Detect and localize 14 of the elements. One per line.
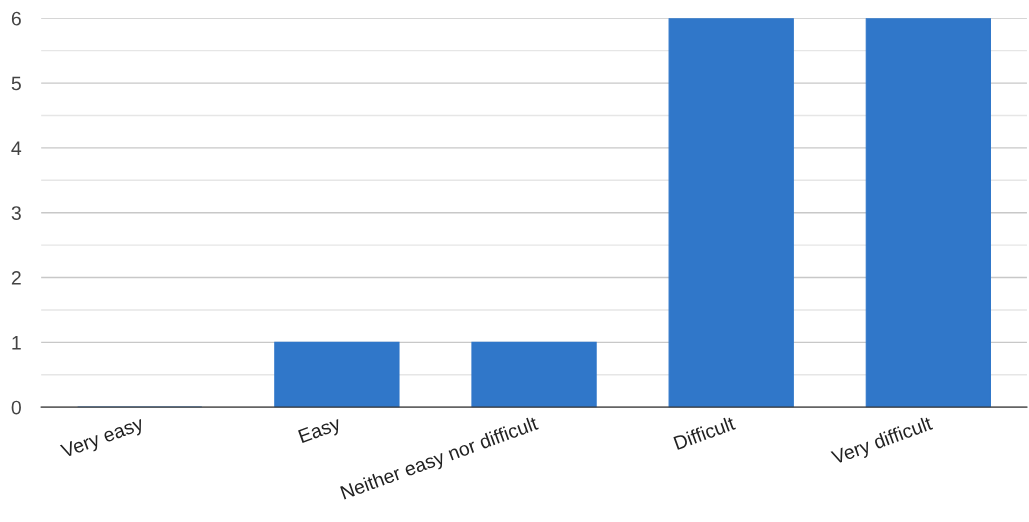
y-tick-label: 3: [11, 206, 21, 220]
y-tick-label: 1: [12, 336, 21, 350]
bar: [668, 18, 794, 408]
bar: [471, 341, 597, 408]
x-tick-label: Very difficult: [830, 415, 935, 469]
bar: [274, 341, 400, 408]
y-tick-label: 5: [11, 76, 21, 91]
y-tick-label: 2: [11, 271, 21, 285]
x-tick-label: Very easy: [59, 416, 146, 462]
x-tick-label: Difficult: [673, 415, 736, 451]
y-tick-label: 0: [11, 400, 21, 415]
y-tick-label: 6: [11, 11, 21, 26]
bar: [865, 18, 992, 408]
y-tick-label: 4: [11, 141, 22, 155]
